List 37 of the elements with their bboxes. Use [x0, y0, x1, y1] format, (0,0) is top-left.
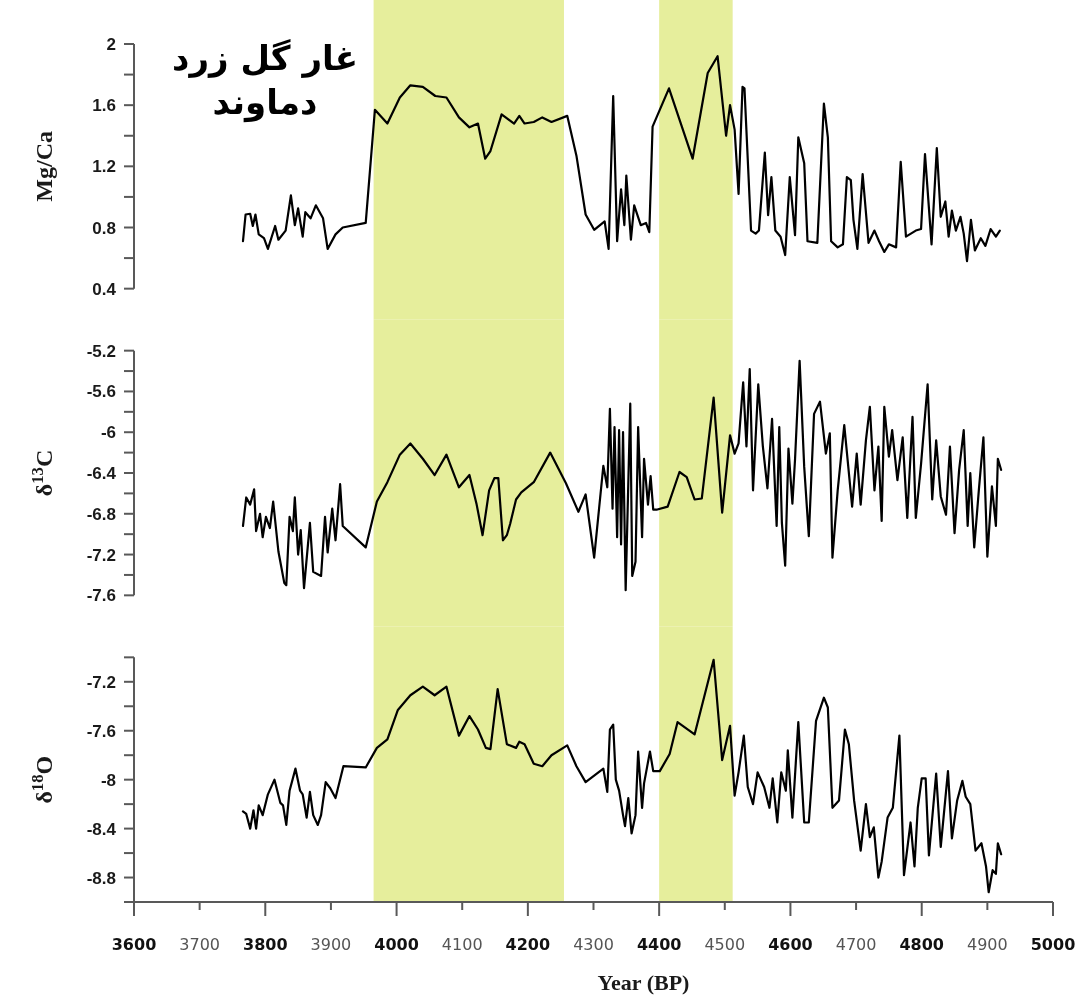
- y-tick-label: -7.6: [86, 721, 116, 741]
- x-tick-label: 3600: [111, 935, 157, 954]
- x-tick-label: 4800: [899, 935, 944, 954]
- x-tick-label: 5000: [1030, 935, 1076, 954]
- x-tick-label: 4900: [967, 935, 1008, 954]
- y-tick-label: -6.4: [86, 464, 117, 483]
- x-tick-label: 4600: [768, 935, 813, 954]
- y-tick-label: -5.6: [86, 382, 116, 402]
- y-tick-label: -6: [100, 423, 116, 443]
- x-tick-label: 4200: [505, 935, 551, 954]
- y-tick-label: 0.4: [92, 279, 117, 299]
- y-axis-title: Mg/Ca: [31, 131, 57, 202]
- y-tick-label: 1.2: [92, 157, 116, 177]
- y-tick-label: -7.6: [86, 586, 116, 606]
- y-tick-label: -7.2: [86, 672, 116, 692]
- y-tick-label: 1.6: [92, 96, 116, 116]
- y-tick-label: -6.8: [86, 504, 116, 524]
- annotation: غار گل زرد دماوند: [171, 37, 359, 124]
- x-tick-label: 3900: [310, 935, 352, 954]
- x-tick-label: 4100: [441, 935, 483, 954]
- line-series: [241, 359, 1003, 592]
- x-tick-label: 4400: [636, 935, 682, 954]
- y-tick-label: -7.2: [86, 545, 116, 565]
- x-tick-label: 3800: [243, 935, 288, 954]
- y-tick-label: 0.8: [92, 218, 116, 238]
- x-tick-label: 4000: [374, 935, 419, 954]
- line-series: [241, 658, 1003, 894]
- y-tick-label: 2: [106, 35, 116, 54]
- x-tick-label: 4300: [573, 935, 614, 954]
- y-tick-label: -8: [100, 770, 116, 790]
- x-tick-label: 3700: [179, 935, 220, 954]
- y-tick-label: -8.8: [86, 868, 116, 888]
- y-tick-label: -5.2: [86, 341, 116, 361]
- x-tick-label: 4700: [835, 935, 877, 954]
- y-tick-label: -8.4: [86, 819, 117, 839]
- x-tick-label: 4500: [704, 935, 746, 954]
- x-axis-title: Year (BP): [597, 970, 690, 995]
